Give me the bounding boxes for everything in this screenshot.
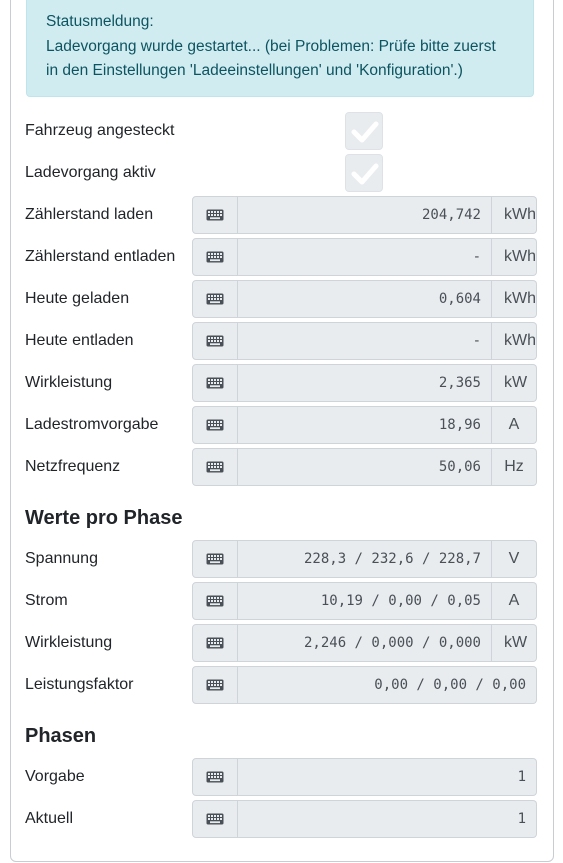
meter-discharge-label: Zählerstand entladen	[25, 248, 176, 265]
row-current-setpoint: Ladestromvorgabe 18,96 A	[25, 406, 537, 444]
row-phase-current: Strom 10,19 / 0,00 / 0,05 A	[25, 582, 537, 620]
row-phase-active-power: Wirkleistung 2,246 / 0,000 / 0,000 kW	[25, 624, 537, 662]
row-today-charged: Heute geladen 0,604 kWh	[25, 280, 537, 318]
phase-active-power-field: 2,246 / 0,000 / 0,000 kW	[192, 624, 537, 662]
frequency-unit: Hz	[492, 448, 537, 486]
row-today-discharged: Heute entladen - kWh	[25, 322, 537, 360]
power-factor-label: Leistungsfaktor	[25, 676, 134, 693]
phase-active-power-label: Wirkleistung	[25, 634, 113, 651]
phase-current-label: Strom	[25, 592, 68, 609]
frequency-value: 50,06	[238, 448, 492, 486]
phase-active-power-value: 2,246 / 0,000 / 0,000	[238, 624, 492, 662]
per-phase-heading: Werte pro Phase	[25, 507, 183, 529]
current-setpoint-unit: A	[492, 406, 537, 444]
phase-voltage-field: 228,3 / 232,6 / 228,7 V	[192, 540, 537, 578]
row-charging-active: Ladevorgang aktiv	[25, 154, 537, 192]
row-meter-discharge: Zählerstand entladen - kWh	[25, 238, 537, 276]
meter-discharge-value: -	[238, 238, 492, 276]
phases-setpoint-value: 1	[238, 758, 537, 796]
frequency-field: 50,06 Hz	[192, 448, 537, 486]
phase-current-value: 10,19 / 0,00 / 0,05	[238, 582, 492, 620]
today-charged-label: Heute geladen	[25, 290, 130, 307]
charging-active-checkbox	[345, 154, 383, 192]
meter-charge-unit: kWh	[492, 196, 537, 234]
phase-voltage-unit: V	[492, 540, 537, 578]
row-phase-voltage: Spannung 228,3 / 232,6 / 228,7 V	[25, 540, 537, 578]
active-power-field: 2,365 kW	[192, 364, 537, 402]
charging-active-label: Ladevorgang aktiv	[25, 164, 156, 181]
meter-charge-field: 204,742 kWh	[192, 196, 537, 234]
keyboard-icon	[192, 666, 238, 704]
keyboard-icon	[192, 406, 238, 444]
vehicle-plugged-checkbox	[345, 112, 383, 150]
keyboard-icon	[192, 540, 238, 578]
phases-actual-label: Aktuell	[25, 810, 74, 827]
keyboard-icon	[192, 758, 238, 796]
today-charged-unit: kWh	[492, 280, 537, 318]
status-alert: Statusmeldung: Ladevorgang wurde gestart…	[26, 0, 534, 97]
meter-charge-value: 204,742	[238, 196, 492, 234]
checkmark-icon	[351, 163, 379, 185]
keyboard-icon	[192, 800, 238, 838]
active-power-value: 2,365	[238, 364, 492, 402]
phases-heading: Phasen	[25, 725, 97, 747]
phases-actual-value: 1	[238, 800, 537, 838]
row-phases-actual: Aktuell 1	[25, 800, 537, 838]
power-factor-field: 0,00 / 0,00 / 0,00	[192, 666, 537, 704]
today-discharged-label: Heute entladen	[25, 332, 134, 349]
today-discharged-field: - kWh	[192, 322, 537, 360]
status-title: Statusmeldung:	[46, 13, 154, 30]
keyboard-icon	[192, 448, 238, 486]
keyboard-icon	[192, 238, 238, 276]
checkmark-icon	[351, 121, 379, 143]
today-discharged-unit: kWh	[492, 322, 537, 360]
row-vehicle-plugged: Fahrzeug angesteckt	[25, 112, 537, 150]
status-line-1: Ladevorgang wurde gestartet... (bei Prob…	[46, 37, 496, 55]
keyboard-icon	[192, 364, 238, 402]
row-active-power: Wirkleistung 2,365 kW	[25, 364, 537, 402]
active-power-unit: kW	[492, 364, 537, 402]
current-setpoint-field: 18,96 A	[192, 406, 537, 444]
phase-current-field: 10,19 / 0,00 / 0,05 A	[192, 582, 537, 620]
phase-voltage-label: Spannung	[25, 550, 98, 567]
current-setpoint-value: 18,96	[238, 406, 492, 444]
row-phases-setpoint: Vorgabe 1	[25, 758, 537, 796]
row-frequency: Netzfrequenz 50,06 Hz	[25, 448, 537, 486]
current-setpoint-label: Ladestromvorgabe	[25, 416, 159, 433]
phases-setpoint-label: Vorgabe	[25, 768, 85, 785]
power-factor-value: 0,00 / 0,00 / 0,00	[238, 666, 537, 704]
today-charged-value: 0,604	[238, 280, 492, 318]
keyboard-icon	[192, 196, 238, 234]
meter-discharge-field: - kWh	[192, 238, 537, 276]
row-meter-charge: Zählerstand laden 204,742 kWh	[25, 196, 537, 234]
phase-current-unit: A	[492, 582, 537, 620]
today-charged-field: 0,604 kWh	[192, 280, 537, 318]
vehicle-plugged-label: Fahrzeug angesteckt	[25, 122, 175, 139]
phases-actual-field: 1	[192, 800, 537, 838]
phase-voltage-value: 228,3 / 232,6 / 228,7	[238, 540, 492, 578]
keyboard-icon	[192, 624, 238, 662]
meter-discharge-unit: kWh	[492, 238, 537, 276]
active-power-label: Wirkleistung	[25, 374, 113, 391]
phases-setpoint-field: 1	[192, 758, 537, 796]
phase-active-power-unit: kW	[492, 624, 537, 662]
frequency-label: Netzfrequenz	[25, 458, 121, 475]
keyboard-icon	[192, 322, 238, 360]
keyboard-icon	[192, 280, 238, 318]
keyboard-icon	[192, 582, 238, 620]
status-line-2: in den Einstellungen 'Ladeeinstellungen'…	[46, 62, 463, 79]
meter-charge-label: Zählerstand laden	[25, 206, 154, 223]
today-discharged-value: -	[238, 322, 492, 360]
row-power-factor: Leistungsfaktor 0,00 / 0,00 / 0,00	[25, 666, 537, 704]
